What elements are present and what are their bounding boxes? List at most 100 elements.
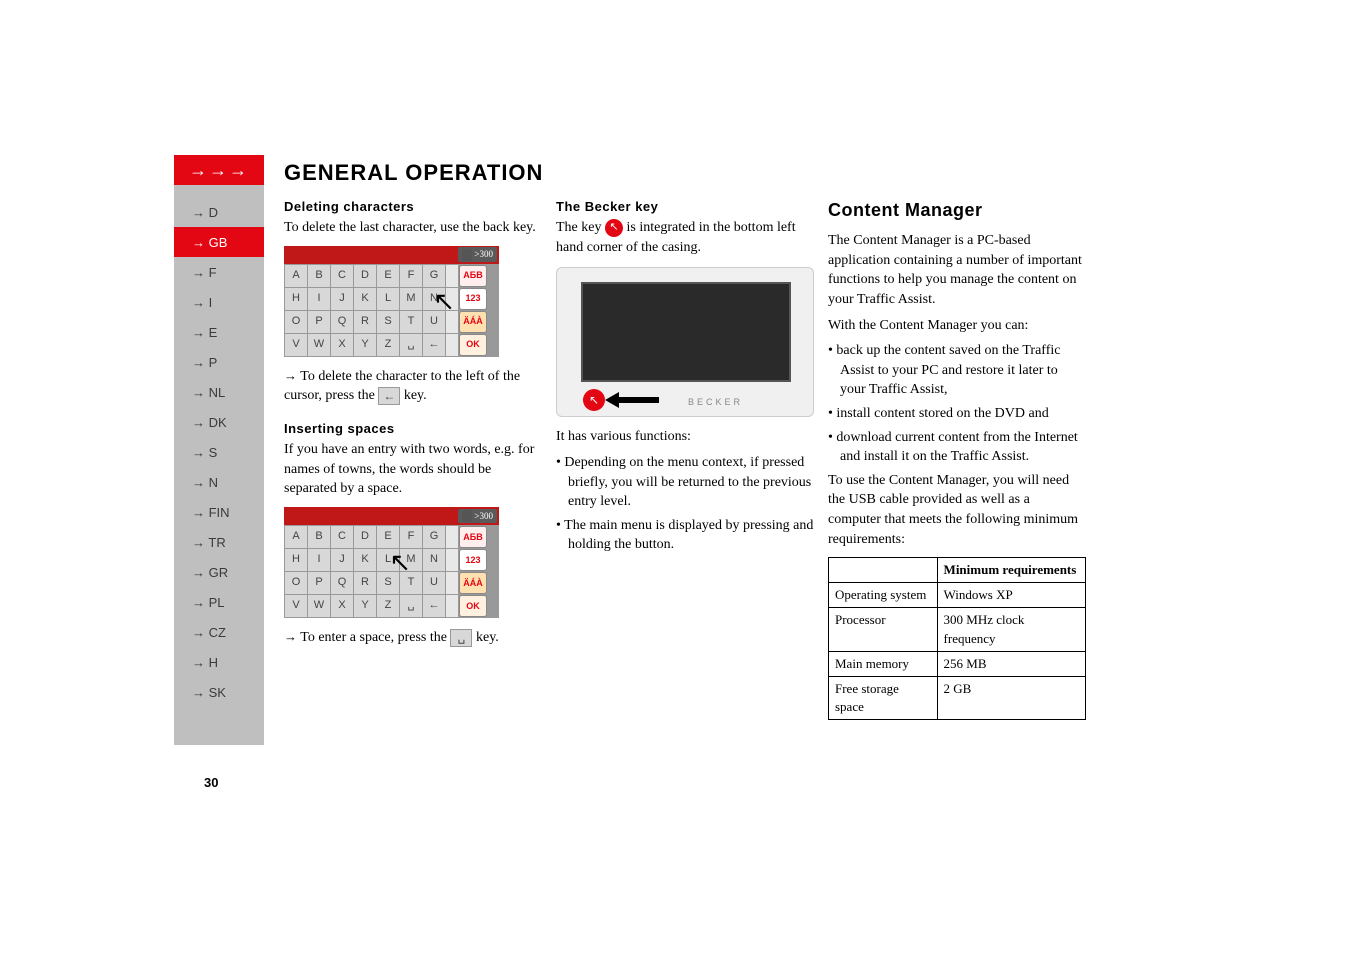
becker-button-marker: ↖	[583, 389, 605, 411]
keyboard-key[interactable]: K	[354, 288, 376, 310]
keyboard-key[interactable]: T	[400, 572, 422, 594]
becker-text-1: The key	[556, 220, 601, 235]
inserting-spaces-heading: Inserting spaces	[284, 420, 542, 438]
keyboard-key[interactable]: G	[423, 265, 445, 287]
sidebar-item-h[interactable]: → H	[174, 647, 264, 677]
keyboard-mode-key[interactable]: 123	[459, 288, 487, 310]
keyboard-key[interactable]: O	[285, 311, 307, 333]
sidebar-item-p[interactable]: → P	[174, 347, 264, 377]
keyboard-key[interactable]: W	[308, 334, 330, 356]
sidebar-item-tr[interactable]: → TR	[174, 527, 264, 557]
space-key-icon: ␣	[450, 629, 472, 647]
sidebar-item-d[interactable]: → D	[174, 197, 264, 227]
keyboard-key[interactable]: W	[308, 595, 330, 617]
keyboard-key[interactable]: D	[354, 526, 376, 548]
keyboard-key[interactable]: D	[354, 265, 376, 287]
keyboard-key[interactable]: S	[377, 572, 399, 594]
keyboard-key[interactable]: M	[400, 288, 422, 310]
keyboard-key[interactable]: Q	[331, 311, 353, 333]
sidebar-item-gb[interactable]: → GB	[174, 227, 264, 257]
keyboard-key[interactable]: R	[354, 311, 376, 333]
keyboard-key[interactable]: N	[423, 288, 445, 310]
list-item: back up the content saved on the Traffic…	[828, 341, 1086, 400]
keyboard-key[interactable]: X	[331, 334, 353, 356]
keyboard-key[interactable]: T	[400, 311, 422, 333]
keyboard-mode-key[interactable]: АБВ	[459, 526, 487, 548]
table-cell: Windows XP	[937, 583, 1085, 608]
sidebar-item-dk[interactable]: → DK	[174, 407, 264, 437]
keyboard-mode-key[interactable]: OK	[459, 334, 487, 356]
keyboard-key[interactable]: F	[400, 265, 422, 287]
sidebar-item-f[interactable]: → F	[174, 257, 264, 287]
keyboard-mode-key[interactable]: АБВ	[459, 265, 487, 287]
sidebar-item-cz[interactable]: → CZ	[174, 617, 264, 647]
sidebar-item-nl[interactable]: → NL	[174, 377, 264, 407]
keyboard-key[interactable]: ←	[423, 334, 445, 356]
keyboard-gap	[446, 311, 458, 333]
keyboard-key[interactable]: H	[285, 288, 307, 310]
keyboard-header: >300	[284, 507, 499, 525]
keyboard-key[interactable]: J	[331, 288, 353, 310]
sidebar-item-n[interactable]: → N	[174, 467, 264, 497]
sidebar-item-e[interactable]: → E	[174, 317, 264, 347]
keyboard-mode-key[interactable]: OK	[459, 595, 487, 617]
keyboard-key[interactable]: Z	[377, 595, 399, 617]
keyboard-key[interactable]: Y	[354, 334, 376, 356]
keyboard-key[interactable]: L	[377, 549, 399, 571]
list-item: The main menu is displayed by pressing a…	[556, 516, 814, 555]
voice-input-badge[interactable]: >300	[458, 509, 497, 524]
keyboard-mode-key[interactable]: 123	[459, 549, 487, 571]
keyboard-key[interactable]: ←	[423, 595, 445, 617]
sidebar-item-pl[interactable]: → PL	[174, 587, 264, 617]
keyboard-gap	[446, 265, 458, 287]
keyboard-key[interactable]: A	[285, 526, 307, 548]
keyboard-mode-key[interactable]: ÄÁÀ	[459, 572, 487, 594]
sidebar-item-sk[interactable]: → SK	[174, 677, 264, 707]
arrow-stem	[619, 397, 659, 403]
keyboard-key[interactable]: O	[285, 572, 307, 594]
callout-arrow: ↖	[583, 389, 659, 411]
keyboard-key[interactable]: R	[354, 572, 376, 594]
delete-instruction-text-1: To delete the character to the left of t…	[284, 369, 520, 404]
sidebar-item-fin[interactable]: → FIN	[174, 497, 264, 527]
keyboard-key[interactable]: C	[331, 265, 353, 287]
arrow-head-icon	[605, 392, 619, 408]
keyboard-key[interactable]: U	[423, 572, 445, 594]
keyboard-key[interactable]: P	[308, 311, 330, 333]
keyboard-key[interactable]: B	[308, 526, 330, 548]
keyboard-key[interactable]: L	[377, 288, 399, 310]
space-instruction-text-1: To enter a space, press the	[300, 630, 447, 645]
keyboard-key[interactable]: I	[308, 549, 330, 571]
keyboard-key[interactable]: Y	[354, 595, 376, 617]
keyboard-key[interactable]: P	[308, 572, 330, 594]
keyboard-key[interactable]: E	[377, 526, 399, 548]
keyboard-key[interactable]: I	[308, 288, 330, 310]
keyboard-key[interactable]: C	[331, 526, 353, 548]
keyboard-key[interactable]: ␣	[400, 595, 422, 617]
keyboard-key[interactable]: E	[377, 265, 399, 287]
keyboard-key[interactable]: M	[400, 549, 422, 571]
keyboard-key[interactable]: U	[423, 311, 445, 333]
keyboard-key[interactable]: H	[285, 549, 307, 571]
keyboard-key[interactable]: F	[400, 526, 422, 548]
keyboard-gap	[446, 595, 458, 617]
keyboard-key[interactable]: Q	[331, 572, 353, 594]
keyboard-key[interactable]: B	[308, 265, 330, 287]
keyboard-key[interactable]: J	[331, 549, 353, 571]
keyboard-key[interactable]: Z	[377, 334, 399, 356]
keyboard-key[interactable]: S	[377, 311, 399, 333]
keyboard-mode-key[interactable]: ÄÁÀ	[459, 311, 487, 333]
sidebar-item-i[interactable]: → I	[174, 287, 264, 317]
sidebar-item-s[interactable]: → S	[174, 437, 264, 467]
sidebar-item-gr[interactable]: → GR	[174, 557, 264, 587]
keyboard-key[interactable]: X	[331, 595, 353, 617]
keyboard-key[interactable]: G	[423, 526, 445, 548]
keyboard-key[interactable]: N	[423, 549, 445, 571]
voice-input-badge[interactable]: >300	[458, 247, 497, 262]
keyboard-key[interactable]: V	[285, 595, 307, 617]
keyboard-key[interactable]: ␣	[400, 334, 422, 356]
keyboard-key[interactable]: K	[354, 549, 376, 571]
keyboard-key[interactable]: V	[285, 334, 307, 356]
keyboard-key[interactable]: A	[285, 265, 307, 287]
table-row: Operating systemWindows XP	[829, 583, 1086, 608]
